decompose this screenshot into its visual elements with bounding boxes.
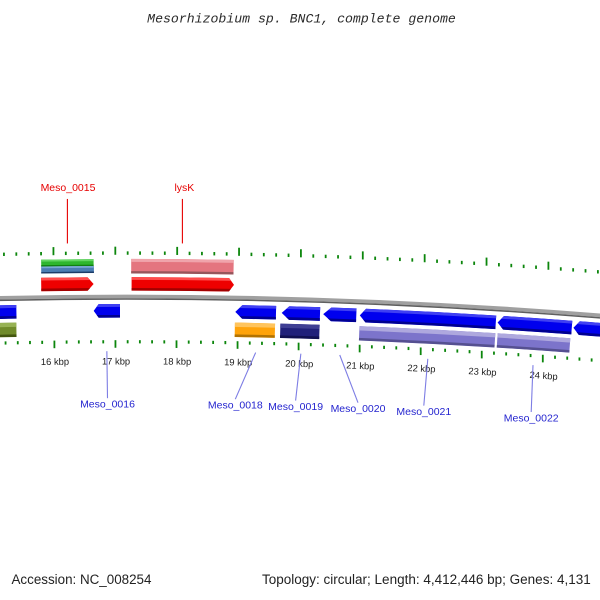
svg-text:Mesorhizobium sp. BNC1, comple: Mesorhizobium sp. BNC1, complete genome [147,12,456,27]
svg-text:Topology: circular; Length: 4,: Topology: circular; Length: 4,412,446 bp… [262,572,591,587]
svg-text:16 kbp: 16 kbp [41,356,69,367]
svg-text:Meso_0015: Meso_0015 [41,182,96,194]
svg-text:Meso_0020: Meso_0020 [331,403,386,415]
svg-text:lysK: lysK [174,182,194,194]
svg-text:24 kbp: 24 kbp [529,369,558,382]
svg-text:21 kbp: 21 kbp [346,359,375,371]
svg-text:19 kbp: 19 kbp [224,356,252,368]
svg-text:18 kbp: 18 kbp [163,356,191,367]
svg-text:22 kbp: 22 kbp [407,362,436,374]
svg-text:17 kbp: 17 kbp [102,355,130,366]
svg-text:Meso_0016: Meso_0016 [80,398,135,410]
svg-text:Accession: NC_008254: Accession: NC_008254 [12,572,152,587]
svg-text:Meso_0022: Meso_0022 [504,412,559,424]
svg-text:Meso_0021: Meso_0021 [396,406,451,418]
svg-text:Meso_0018: Meso_0018 [208,399,263,411]
svg-text:23 kbp: 23 kbp [468,365,497,378]
svg-text:Meso_0019: Meso_0019 [268,401,323,413]
